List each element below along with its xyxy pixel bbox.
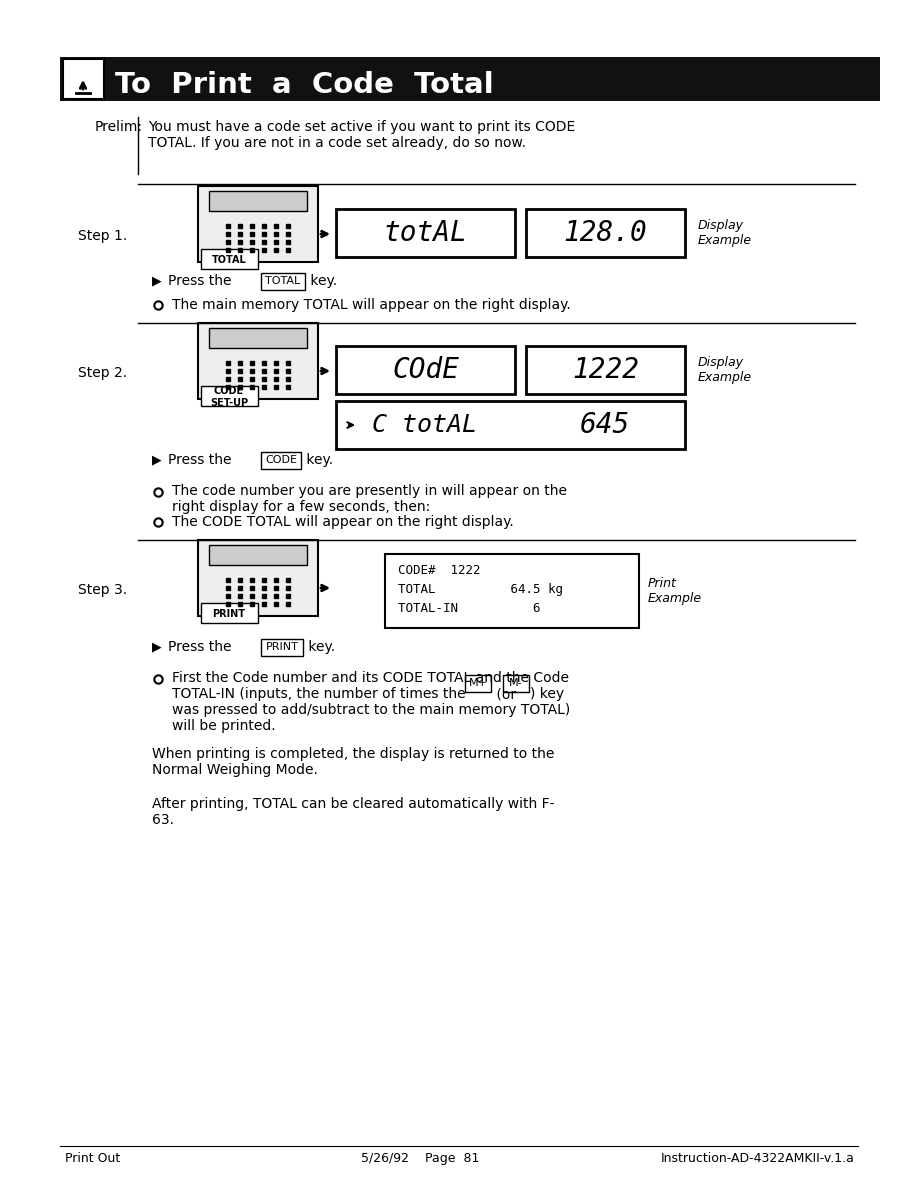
Text: CODE
SET-UP: CODE SET-UP — [210, 386, 248, 407]
Text: Step 3.: Step 3. — [78, 583, 127, 598]
FancyBboxPatch shape — [209, 191, 307, 211]
Text: key.: key. — [302, 453, 333, 467]
Text: Press the: Press the — [168, 274, 236, 287]
Text: Press the: Press the — [168, 453, 236, 467]
Text: The code number you are presently in will appear on the
right display for a few : The code number you are presently in wil… — [172, 484, 567, 514]
Text: Display
Example: Display Example — [698, 219, 752, 247]
FancyBboxPatch shape — [209, 328, 307, 348]
FancyBboxPatch shape — [336, 209, 515, 257]
Text: PRINT: PRINT — [265, 642, 298, 652]
Text: (or: (or — [492, 687, 521, 701]
Text: ▶: ▶ — [152, 274, 162, 287]
Text: First the Code number and its CODE TOTAL and the Code: First the Code number and its CODE TOTAL… — [172, 671, 569, 685]
Text: To  Print  a  Code  Total: To Print a Code Total — [115, 71, 494, 99]
Text: 645: 645 — [580, 411, 630, 440]
Text: CODE#  1222: CODE# 1222 — [398, 564, 480, 577]
FancyBboxPatch shape — [385, 554, 639, 628]
Text: ▶: ▶ — [152, 640, 162, 653]
Text: ) key: ) key — [530, 687, 565, 701]
Text: TOTAL-IN (inputs, the number of times the: TOTAL-IN (inputs, the number of times th… — [172, 687, 470, 701]
FancyBboxPatch shape — [201, 386, 258, 406]
Text: 1222: 1222 — [572, 356, 639, 384]
FancyBboxPatch shape — [198, 323, 318, 399]
FancyBboxPatch shape — [336, 402, 685, 449]
Text: Step 1.: Step 1. — [78, 229, 128, 244]
Text: was pressed to add/subtract to the main memory TOTAL): was pressed to add/subtract to the main … — [172, 703, 570, 718]
FancyBboxPatch shape — [198, 187, 318, 263]
Text: Print Out: Print Out — [65, 1152, 120, 1165]
Text: When printing is completed, the display is returned to the
Normal Weighing Mode.: When printing is completed, the display … — [152, 747, 554, 777]
Text: After printing, TOTAL can be cleared automatically with F-
63.: After printing, TOTAL can be cleared aut… — [152, 797, 554, 827]
FancyBboxPatch shape — [526, 209, 685, 257]
FancyBboxPatch shape — [526, 346, 685, 394]
Text: Print
Example: Print Example — [648, 577, 702, 605]
Text: You must have a code set active if you want to print its CODE
TOTAL. If you are : You must have a code set active if you w… — [148, 120, 576, 150]
Text: The main memory TOTAL will appear on the right display.: The main memory TOTAL will appear on the… — [172, 298, 571, 312]
Text: 128.0: 128.0 — [564, 219, 647, 247]
Text: COdE: COdE — [392, 356, 459, 384]
Text: totAL: totAL — [384, 219, 467, 247]
Text: M-: M- — [509, 678, 523, 688]
Text: C totAL: C totAL — [372, 413, 477, 437]
FancyBboxPatch shape — [60, 57, 880, 101]
Text: key.: key. — [304, 640, 335, 655]
Text: Step 2.: Step 2. — [78, 366, 127, 380]
FancyBboxPatch shape — [261, 273, 305, 290]
FancyBboxPatch shape — [503, 675, 529, 691]
Text: PRINT: PRINT — [212, 609, 245, 619]
Text: The CODE TOTAL will appear on the right display.: The CODE TOTAL will appear on the right … — [172, 516, 514, 529]
Text: Instruction-AD-4322AMKII-v.1.a: Instruction-AD-4322AMKII-v.1.a — [661, 1152, 855, 1165]
FancyBboxPatch shape — [336, 346, 515, 394]
FancyBboxPatch shape — [261, 451, 301, 469]
FancyBboxPatch shape — [209, 545, 307, 565]
FancyBboxPatch shape — [201, 604, 258, 623]
Text: 5/26/92    Page  81: 5/26/92 Page 81 — [361, 1152, 479, 1165]
Text: Prelim:: Prelim: — [95, 120, 143, 134]
FancyBboxPatch shape — [201, 249, 258, 268]
Text: TOTAL          64.5 kg: TOTAL 64.5 kg — [398, 583, 563, 596]
Text: M+: M+ — [468, 678, 487, 688]
Text: TOTAL-IN          6: TOTAL-IN 6 — [398, 602, 541, 615]
FancyBboxPatch shape — [198, 541, 318, 617]
FancyBboxPatch shape — [63, 59, 104, 99]
Text: key.: key. — [306, 274, 337, 287]
FancyBboxPatch shape — [261, 639, 303, 656]
Text: TOTAL: TOTAL — [212, 255, 246, 265]
Text: TOTAL: TOTAL — [265, 276, 300, 286]
FancyBboxPatch shape — [465, 675, 491, 691]
Text: CODE: CODE — [265, 455, 297, 465]
Text: ▶: ▶ — [152, 454, 162, 467]
Text: Press the: Press the — [168, 640, 236, 655]
Text: Display
Example: Display Example — [698, 356, 752, 384]
Text: will be printed.: will be printed. — [172, 719, 275, 733]
